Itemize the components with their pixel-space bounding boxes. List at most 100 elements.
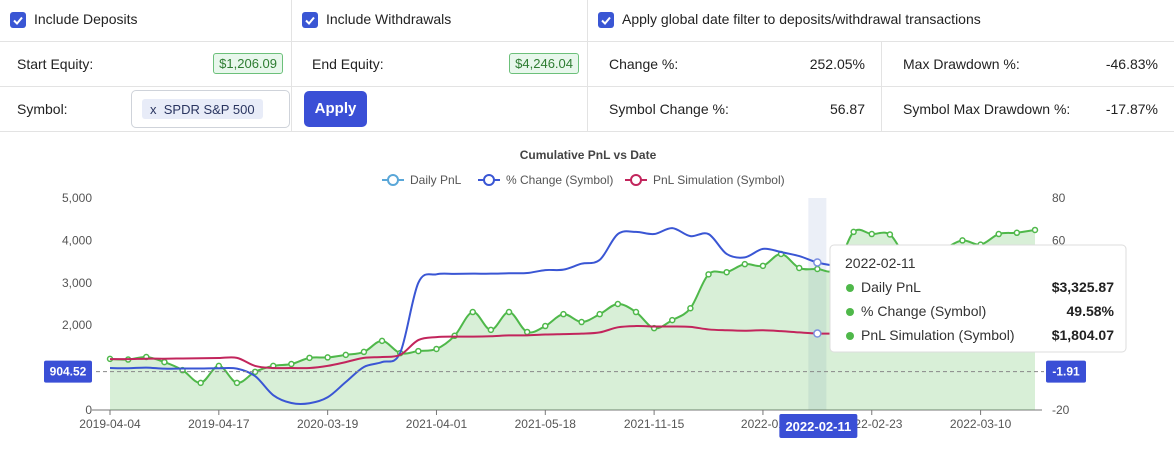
- marker: [288, 360, 295, 368]
- checkbox[interactable]: [302, 12, 318, 28]
- marker: [523, 328, 531, 336]
- pointer-y-label: 904.52: [50, 365, 87, 379]
- tooltip-name: Daily PnL: [861, 279, 921, 295]
- stat-label: Max Drawdown %:: [903, 56, 1020, 72]
- marker: [1013, 229, 1021, 237]
- tooltip-value: 49.58%: [1067, 303, 1115, 319]
- y2-tick-label: 60: [1052, 233, 1066, 247]
- stat-value: -17.87%: [1105, 101, 1158, 117]
- legend-label: PnL Simulation (Symbol): [653, 173, 785, 187]
- tooltip-value: $1,804.07: [1052, 327, 1114, 343]
- marker: [161, 358, 168, 366]
- marker: [868, 230, 876, 238]
- marker: [360, 348, 368, 356]
- checkbox-cell[interactable]: Include Deposits: [0, 0, 292, 42]
- marker: [814, 265, 821, 273]
- marker: [687, 304, 694, 312]
- marker: [632, 308, 640, 316]
- marker: [578, 318, 585, 326]
- legend-item: PnL Simulation (Symbol): [625, 173, 785, 187]
- button-cell: Apply: [292, 87, 588, 132]
- marker: [378, 337, 386, 345]
- marker: [741, 260, 749, 268]
- tooltip-name: % Change (Symbol): [861, 303, 986, 319]
- stat-label: Symbol Max Drawdown %:: [903, 101, 1071, 117]
- x-tick-label: 2020-03-19: [297, 417, 359, 431]
- symbol-cell: Symbol: x SPDR S&P 500: [0, 87, 292, 132]
- stat-cell: Change %: 252.05%: [588, 42, 882, 87]
- checkbox[interactable]: [598, 12, 614, 28]
- marker: [850, 228, 857, 236]
- checkbox-cell[interactable]: Apply global date filter to deposits/wit…: [588, 0, 1174, 42]
- stat-cell: Max Drawdown %: -46.83%: [882, 42, 1174, 87]
- pointer-y-box: [44, 360, 92, 383]
- stat-value: -46.83%: [1105, 56, 1158, 72]
- y-tick-label: 0: [85, 403, 92, 417]
- tooltip-box: [829, 244, 1127, 353]
- marker: [723, 268, 730, 276]
- tooltip-value: $3,325.87: [1052, 279, 1114, 295]
- marker: [614, 300, 622, 308]
- legend-item: % Change (Symbol): [478, 173, 613, 187]
- x-tick-label: 2021-11-15: [624, 417, 685, 431]
- marker: [795, 264, 803, 272]
- symbol-select[interactable]: x SPDR S&P 500: [131, 90, 290, 128]
- apply-button[interactable]: Apply: [304, 91, 367, 127]
- x-tick-label: 2022-03-10: [950, 417, 1012, 431]
- marker: [1031, 226, 1039, 234]
- marker: [342, 351, 350, 359]
- marker: [324, 354, 331, 361]
- marker: [995, 230, 1002, 238]
- stat-cell: Symbol Max Drawdown %: -17.87%: [882, 87, 1174, 132]
- stat-cell: Start Equity: $1,206.09: [0, 42, 292, 87]
- stat-cell: Symbol Change %: 56.87: [588, 87, 882, 132]
- marker: [306, 354, 313, 362]
- y2-tick-label: 80: [1052, 191, 1066, 205]
- x-tick-label: 2021-04-01: [406, 417, 468, 431]
- checkbox-label: Include Withdrawals: [326, 11, 452, 27]
- stat-cell: End Equity: $4,246.04: [292, 42, 588, 87]
- x-tick-label: 2022-01: [741, 417, 785, 431]
- tooltip-dot: [846, 308, 854, 316]
- chip-remove[interactable]: x: [150, 102, 157, 117]
- y2-tick-label: -20: [1052, 403, 1070, 417]
- tooltip-title: 2022-02-11: [845, 255, 916, 271]
- marker: [813, 258, 822, 267]
- stat-badge: $1,206.09: [213, 53, 283, 74]
- checkbox[interactable]: [10, 12, 26, 28]
- marker: [759, 262, 767, 270]
- y-tick-label: 3,000: [62, 276, 92, 290]
- pointer-y2-label: -1.91: [1052, 365, 1080, 379]
- legend-label: % Change (Symbol): [506, 173, 613, 187]
- stat-label: Change %:: [609, 56, 679, 72]
- checkbox-label: Apply global date filter to deposits/wit…: [622, 11, 981, 27]
- checkbox-cell[interactable]: Include Withdrawals: [292, 0, 588, 42]
- legend-marker: [630, 174, 642, 186]
- chip-label: SPDR S&P 500: [163, 102, 255, 117]
- y-tick-label: 5,000: [62, 191, 92, 205]
- y-tick-label: 2,000: [62, 318, 92, 332]
- pointer-band: [808, 198, 827, 410]
- legend-label: Daily PnL: [410, 173, 462, 187]
- pointer-x-box: [779, 414, 858, 438]
- checkbox-label: Include Deposits: [34, 11, 138, 27]
- x-tick-label: 2019-04-04: [79, 417, 141, 431]
- marker: [813, 329, 822, 338]
- marker: [433, 345, 440, 353]
- legend-item: Daily PnL: [382, 173, 462, 187]
- tooltip-name: PnL Simulation (Symbol): [861, 327, 1015, 343]
- marker: [959, 237, 966, 244]
- marker: [505, 308, 513, 316]
- legend-marker: [483, 174, 495, 186]
- pointer-x-label: 2022-02-11: [785, 419, 851, 434]
- stat-badge: $4,246.04: [509, 53, 579, 74]
- stat-value: 252.05%: [809, 56, 865, 72]
- chart: Cumulative PnL vs Date Daily PnL % Change…: [44, 148, 1127, 438]
- stat-label: Symbol Change %:: [609, 101, 729, 117]
- y-tick-label: 4,000: [62, 233, 92, 247]
- marker: [560, 310, 567, 318]
- x-tick-label: 2019-04-17: [188, 417, 250, 431]
- marker: [596, 310, 603, 318]
- symbol-label: Symbol:: [17, 101, 68, 117]
